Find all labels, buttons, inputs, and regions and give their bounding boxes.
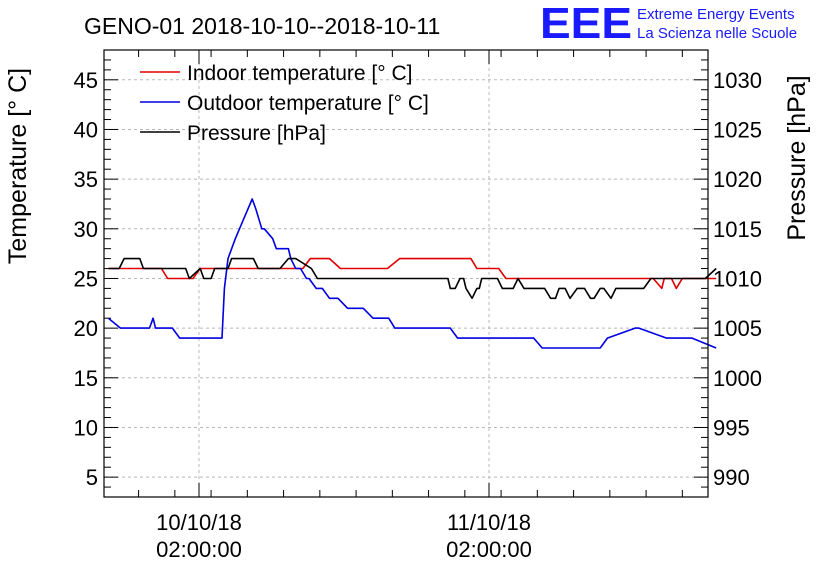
series-layer xyxy=(107,198,717,349)
tick-label-right: 1015 xyxy=(713,217,762,242)
x-tick-label-time: 02:00:00 xyxy=(156,537,242,562)
tick-label-right: 1005 xyxy=(713,316,762,341)
tick-labels: 5101520253035404599099510001005101010151… xyxy=(74,68,762,562)
tick-label-left: 35 xyxy=(74,167,98,192)
tick-label-right: 1000 xyxy=(713,366,762,391)
tick-label-left: 15 xyxy=(74,366,98,391)
tick-label-left: 10 xyxy=(74,415,98,440)
plot-frame xyxy=(103,49,709,498)
tick-label-left: 20 xyxy=(74,316,98,341)
y-axis-right-title: Pressure [hPa] xyxy=(783,75,811,240)
legend-label-pressure: Pressure [hPa] xyxy=(187,122,326,145)
chart-title: GENO-01 2018-10-10--2018-10-11 xyxy=(84,13,440,39)
tick-label-right: 1010 xyxy=(713,266,762,291)
tick-label-right: 1020 xyxy=(713,167,762,192)
y-axis-left-title: Temperature [° C] xyxy=(4,68,32,264)
x-tick-label-time: 02:00:00 xyxy=(446,537,532,562)
tick-label-left: 40 xyxy=(74,117,98,142)
tick-label-right: 1025 xyxy=(713,117,762,142)
tick-label-right: 995 xyxy=(713,415,750,440)
tick-label-right: 990 xyxy=(713,465,750,490)
x-tick-label-date: 11/10/18 xyxy=(447,510,531,535)
tick-label-left: 25 xyxy=(74,266,98,291)
series-pressure xyxy=(108,257,717,300)
logo-line1: Extreme Energy Events xyxy=(637,6,795,23)
series-outdoor-temperature xyxy=(107,198,717,349)
tick-label-left: 5 xyxy=(86,465,98,490)
series-indoor-temperature xyxy=(108,257,717,290)
logo-line2: La Scienza nelle Scuole xyxy=(637,25,797,42)
tick-label-left: 30 xyxy=(74,217,98,242)
axis-ticks xyxy=(104,50,708,497)
logo-text: EEE xyxy=(540,0,632,48)
tick-label-left: 45 xyxy=(74,68,98,93)
legend-label-outdoor: Outdoor temperature [° C] xyxy=(187,92,429,115)
eee-logo: EEE Extreme Energy Events La Scienza nel… xyxy=(540,0,797,48)
tick-label-right: 1030 xyxy=(713,68,762,93)
legend-label-indoor: Indoor temperature [° C] xyxy=(187,62,413,85)
x-tick-label-date: 10/10/18 xyxy=(156,510,242,535)
legend: Indoor temperature [° C] Outdoor tempera… xyxy=(140,62,429,145)
